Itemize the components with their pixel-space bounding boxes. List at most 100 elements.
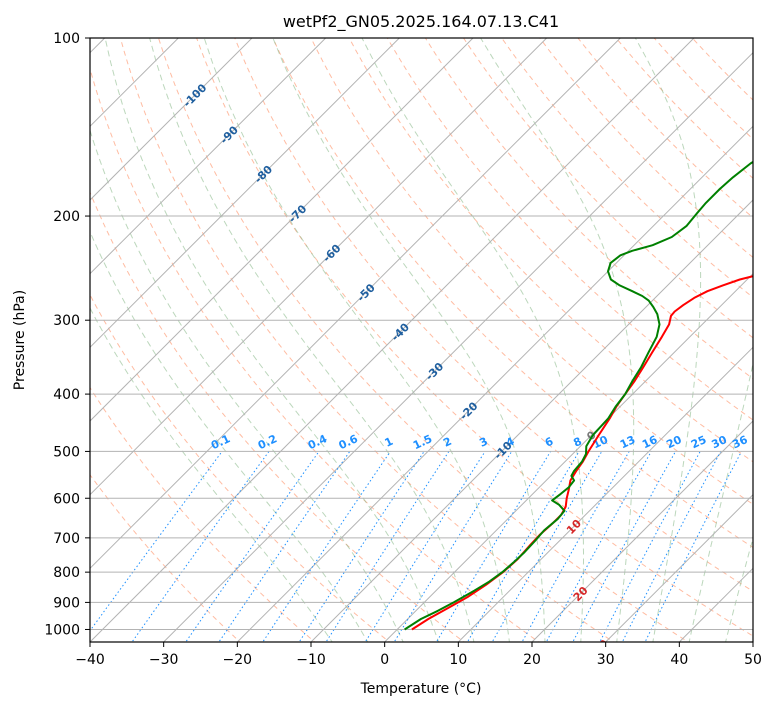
mixing-ratio-line xyxy=(545,451,652,642)
dry-adiabat-line xyxy=(90,191,465,642)
dry-adiabat-line xyxy=(119,38,615,642)
mixing-ratio-line xyxy=(262,451,391,642)
dry-adiabat-line xyxy=(386,38,753,421)
x-tick-label: −30 xyxy=(149,652,179,668)
y-tick-label: 600 xyxy=(53,491,80,507)
dry-adiabat-line xyxy=(196,38,753,637)
isotherm-line xyxy=(90,38,695,642)
mixing-ratio-line xyxy=(466,451,580,642)
x-tick-label: 20 xyxy=(523,652,541,668)
x-tick-label: 30 xyxy=(597,652,615,668)
moist-adiabat-line xyxy=(104,38,440,642)
isotherm-line xyxy=(457,346,753,642)
mixing-ratio-label: 6 xyxy=(543,435,556,450)
x-tick-label: 40 xyxy=(670,652,688,668)
isotherm-line xyxy=(90,38,253,201)
x-tick-label: 0 xyxy=(380,652,389,668)
mixing-ratio-line xyxy=(218,451,351,642)
isotherm-label: 40 xyxy=(621,681,641,701)
mixing-ratio-line xyxy=(90,451,223,632)
x-axis-label: Temperature (°C) xyxy=(360,681,482,697)
moist-adiabat-line xyxy=(90,230,369,642)
dewpoint-profile-line xyxy=(404,160,753,631)
mixing-ratio-label: 30 xyxy=(710,433,730,451)
mixing-ratio-label: 8 xyxy=(571,435,583,450)
dry-adiabat-line xyxy=(539,38,753,259)
moist-adiabat-line xyxy=(90,128,404,642)
mixing-ratio-line xyxy=(435,451,552,642)
isotherm-line xyxy=(163,51,753,642)
temperature-profile-line xyxy=(411,275,753,631)
mixing-ratio-line xyxy=(644,451,742,642)
mixing-ratio-line xyxy=(185,451,320,642)
isotherm-line xyxy=(752,641,753,642)
isotherm-line xyxy=(90,38,548,496)
dry-adiabat-line xyxy=(90,473,241,642)
mixing-ratio-label: 16 xyxy=(640,433,660,451)
moist-adiabat-line xyxy=(272,38,546,642)
isotherm-line xyxy=(310,199,753,642)
mixing-ratio-label: 0.4 xyxy=(306,432,329,452)
x-tick-label: −10 xyxy=(296,652,326,668)
dry-adiabat-line xyxy=(234,38,753,592)
dry-adiabat-line xyxy=(348,38,753,463)
mixing-ratio-line xyxy=(298,451,425,642)
isotherm-line xyxy=(90,38,621,570)
moist-adiabat-line xyxy=(480,38,635,642)
isotherm-line xyxy=(384,272,753,642)
mixing-ratio-label: 25 xyxy=(689,433,708,451)
reference-curve-line xyxy=(29,38,31,644)
y-tick-label: 700 xyxy=(53,531,80,547)
isotherm-line xyxy=(90,38,400,349)
y-axis-label: Pressure (hPa) xyxy=(12,290,28,390)
y-tick-label: 400 xyxy=(53,387,80,403)
isotherm-line xyxy=(678,567,753,642)
mixing-ratio-label: 13 xyxy=(618,433,637,451)
mixing-ratio-label: 0.2 xyxy=(256,432,279,452)
mixing-ratio-label: 1 xyxy=(383,435,395,450)
isotherm-line xyxy=(605,493,753,642)
dry-adiabat-line xyxy=(501,38,753,299)
mixing-ratio-label: 20 xyxy=(664,433,684,451)
mixing-ratio-line xyxy=(393,451,513,642)
moist-adiabat-line xyxy=(688,361,753,642)
isotherm-label: -80 xyxy=(252,163,275,186)
y-tick-label: 800 xyxy=(53,565,80,581)
chart-title: wetPf2_GN05.2025.164.07.13.C41 xyxy=(283,12,559,32)
y-tick-label: 100 xyxy=(53,31,80,47)
x-tick-label: −40 xyxy=(75,652,105,668)
moist-adiabat-line xyxy=(634,38,702,642)
mixing-ratio-line xyxy=(599,451,701,642)
mixing-ratio-line xyxy=(621,451,722,642)
mixing-ratio-line xyxy=(364,451,486,642)
isotherm-line xyxy=(90,38,474,422)
x-tick-label: −20 xyxy=(223,652,253,668)
dry-adiabat-line xyxy=(577,38,753,219)
moist-adiabat-line xyxy=(149,38,475,642)
mixing-ratio-line xyxy=(131,451,270,642)
isotherm-label: -90 xyxy=(218,123,241,146)
dry-adiabat-line xyxy=(462,38,753,339)
mixing-ratio-line xyxy=(572,451,676,642)
y-tick-label: 1000 xyxy=(44,622,80,638)
mixing-ratio-line xyxy=(325,451,450,642)
x-tick-label: 10 xyxy=(449,652,467,668)
isotherm-line xyxy=(90,38,327,275)
moist-adiabat-line xyxy=(90,306,333,642)
y-tick-label: 500 xyxy=(53,444,80,460)
dry-adiabat-line xyxy=(157,38,690,642)
mixing-ratio-label: 10 xyxy=(591,433,611,451)
y-tick-label: 300 xyxy=(53,313,80,329)
dry-adiabat-line xyxy=(90,66,540,642)
dry-adiabat-line xyxy=(691,38,753,101)
mixing-ratio-label: 36 xyxy=(730,433,750,451)
dry-adiabat-line xyxy=(90,386,316,642)
mixing-ratio-label: 3 xyxy=(477,435,489,450)
isotherm-line xyxy=(531,420,753,642)
dry-adiabat-line xyxy=(90,293,391,642)
isotherm-line xyxy=(236,125,753,642)
plot-frame xyxy=(89,37,754,643)
y-tick-label: 200 xyxy=(53,209,80,225)
y-tick-label: 900 xyxy=(53,595,80,611)
